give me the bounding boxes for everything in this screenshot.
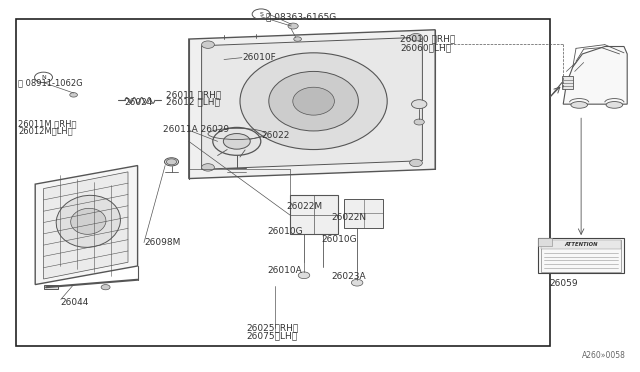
Ellipse shape <box>293 87 335 115</box>
Text: 26060〈LH〉: 26060〈LH〉 <box>400 43 451 52</box>
Ellipse shape <box>70 208 106 234</box>
Text: 26022: 26022 <box>261 131 289 140</box>
Circle shape <box>351 279 363 286</box>
Circle shape <box>202 41 214 48</box>
Text: 26011A 26029: 26011A 26029 <box>163 125 229 134</box>
Bar <box>541 240 621 249</box>
Text: A260»0058: A260»0058 <box>582 351 626 360</box>
Text: ATTENTION: ATTENTION <box>564 242 598 247</box>
Text: 26059: 26059 <box>549 279 578 288</box>
Text: 26022N: 26022N <box>332 213 367 222</box>
Bar <box>16 19 550 346</box>
Text: 26011 〈RH〉: 26011 〈RH〉 <box>166 90 221 99</box>
Ellipse shape <box>56 195 120 247</box>
Circle shape <box>414 119 424 125</box>
Text: 26010F: 26010F <box>242 53 276 62</box>
Circle shape <box>288 23 298 29</box>
Text: 26098M: 26098M <box>144 238 180 247</box>
Bar <box>538 238 624 273</box>
Ellipse shape <box>606 102 623 108</box>
Text: 26012 〈LH〉: 26012 〈LH〉 <box>166 97 220 106</box>
Text: 26044: 26044 <box>61 298 89 307</box>
Text: Ⓞ 08911-1062G: Ⓞ 08911-1062G <box>18 78 83 87</box>
Ellipse shape <box>269 71 358 131</box>
Text: 26011M 〈RH〉: 26011M 〈RH〉 <box>18 119 76 128</box>
Circle shape <box>166 159 177 165</box>
Ellipse shape <box>164 158 179 166</box>
Text: 26075〈LH〉: 26075〈LH〉 <box>246 331 298 340</box>
Polygon shape <box>563 46 627 104</box>
Bar <box>344 199 383 228</box>
Circle shape <box>70 93 77 97</box>
Polygon shape <box>189 30 435 179</box>
Bar <box>290 195 338 234</box>
Ellipse shape <box>212 128 261 155</box>
Text: 26010G: 26010G <box>321 235 357 244</box>
Circle shape <box>101 285 110 290</box>
Text: 26010 〈RH〉: 26010 〈RH〉 <box>400 35 455 44</box>
Polygon shape <box>44 172 128 279</box>
Ellipse shape <box>223 134 250 149</box>
Bar <box>562 76 573 89</box>
Text: N: N <box>41 75 46 80</box>
Circle shape <box>410 33 422 41</box>
Circle shape <box>294 37 301 41</box>
Ellipse shape <box>240 53 387 150</box>
Circle shape <box>298 272 310 279</box>
Text: S: S <box>259 12 263 17</box>
Circle shape <box>410 159 422 167</box>
Polygon shape <box>44 285 58 289</box>
Polygon shape <box>202 37 422 169</box>
Bar <box>541 240 621 272</box>
Text: 26024: 26024 <box>125 98 153 107</box>
Polygon shape <box>35 166 138 285</box>
Text: 26023A: 26023A <box>332 272 366 280</box>
Bar <box>538 238 552 246</box>
Text: 26012M〈LH〉: 26012M〈LH〉 <box>18 126 72 135</box>
Circle shape <box>202 164 214 171</box>
Text: 26010G: 26010G <box>268 227 303 236</box>
Ellipse shape <box>571 102 588 108</box>
Circle shape <box>412 100 427 109</box>
Text: Ⓝ 08363-6165G: Ⓝ 08363-6165G <box>266 12 336 21</box>
Text: 26010A: 26010A <box>268 266 302 275</box>
Text: 26025〈RH〉: 26025〈RH〉 <box>246 324 299 333</box>
Text: 26022M: 26022M <box>287 202 323 211</box>
